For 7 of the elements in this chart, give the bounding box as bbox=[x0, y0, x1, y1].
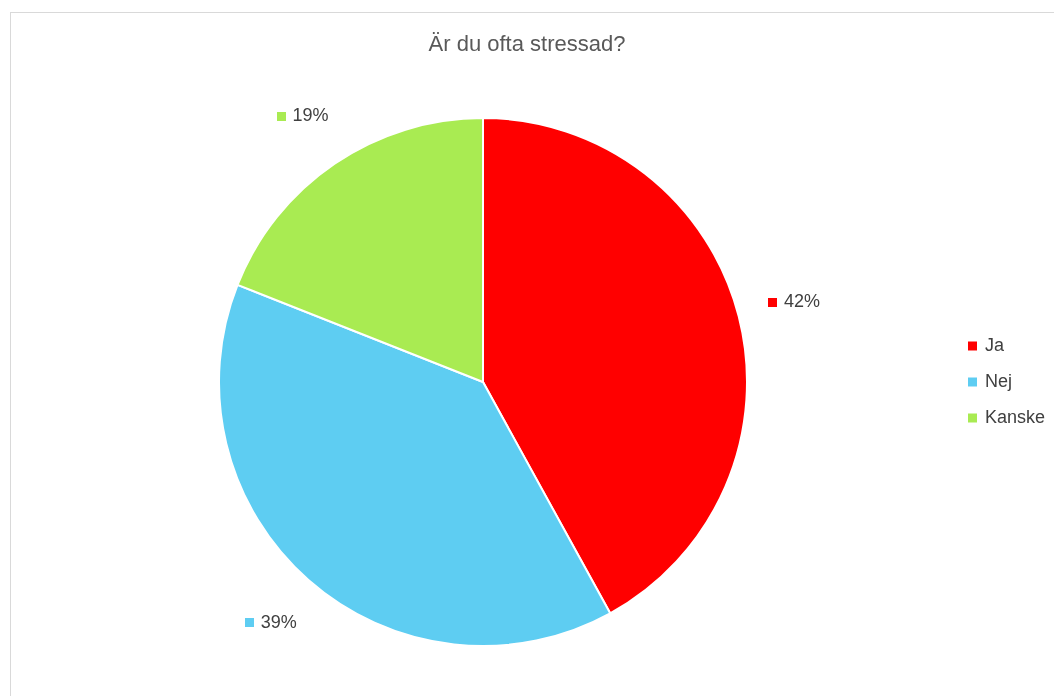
data-label: 39% bbox=[260, 611, 297, 632]
chart-title: Är du ofta stressad? bbox=[428, 31, 626, 57]
data-label: 42% bbox=[783, 291, 820, 312]
legend-label: Kanske bbox=[985, 406, 1046, 427]
data-label: 19% bbox=[292, 105, 329, 126]
legend-label: Ja bbox=[985, 334, 1005, 355]
legend-label: Nej bbox=[985, 370, 1013, 391]
